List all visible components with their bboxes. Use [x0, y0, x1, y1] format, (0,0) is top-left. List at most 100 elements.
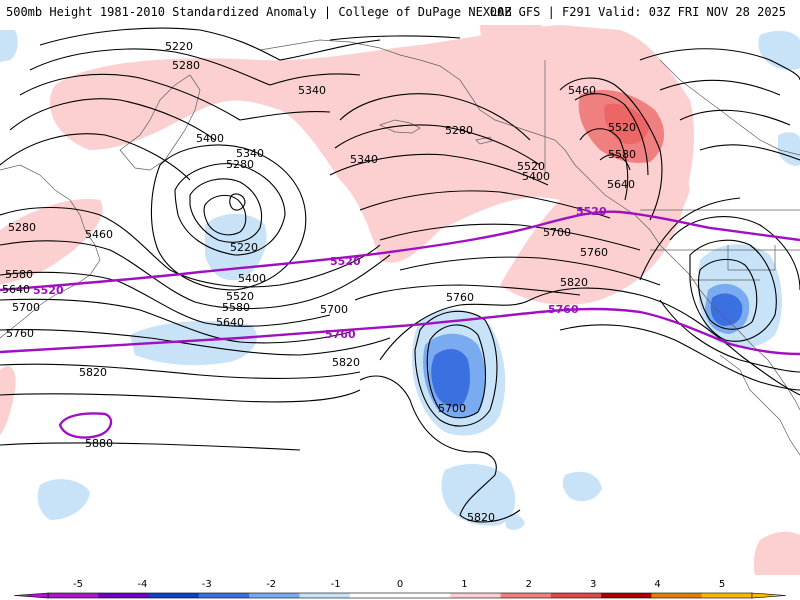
model-run-info: 00Z GFS | F291 Valid: 03Z FRI NOV 28 202… — [489, 5, 786, 19]
legend-swatch — [48, 593, 99, 598]
legend-tick-label: 2 — [526, 579, 532, 590]
positive-anomaly-core — [604, 103, 650, 145]
highlight-label: 5760 — [325, 328, 356, 341]
legend-tick-label: 1 — [461, 579, 467, 590]
legend-swatch — [601, 593, 652, 598]
height-label: 5760 — [580, 246, 608, 259]
legend-arrow-right — [751, 592, 787, 599]
height-label: 5640 — [2, 283, 30, 296]
legend-tick-labels: -5 -4 -3 -2 -1 0 1 2 3 4 5 — [73, 579, 725, 590]
positive-anomaly-region — [0, 366, 16, 435]
height-label: 5220 — [230, 241, 258, 254]
legend-canvas: -5 -4 -3 -2 -1 0 1 2 3 4 5 — [13, 579, 787, 599]
height-label: 5280 — [8, 221, 36, 234]
height-label: 5640 — [216, 316, 244, 329]
color-legend: -5 -4 -3 -2 -1 0 1 2 3 4 5 — [0, 575, 800, 600]
legend-swatch — [98, 593, 150, 598]
legend-tick-label: 0 — [397, 579, 403, 590]
height-label: 5580 — [5, 268, 33, 281]
contour-labels: 5220 5280 5340 5400 5280 5340 5220 5280 … — [2, 40, 636, 524]
height-label: 5640 — [607, 178, 635, 191]
height-label: 5700 — [12, 301, 40, 314]
map-canvas: 5220 5280 5340 5400 5280 5340 5220 5280 … — [0, 22, 800, 575]
height-label: 5700 — [438, 402, 466, 415]
highlight-contour-labels: 5520 5760 5520 5760 5520 — [33, 205, 607, 341]
height-label: 5520 — [608, 121, 636, 134]
legend-tick-label: -3 — [202, 579, 212, 590]
highlight-contour-5760 — [0, 307, 800, 356]
legend-tick-label: -1 — [331, 579, 341, 590]
legend-tick-label: -4 — [137, 579, 147, 590]
legend-swatch — [198, 593, 250, 598]
height-label: 5820 — [560, 276, 588, 289]
legend-swatch — [148, 593, 200, 598]
negative-anomaly-region — [758, 30, 800, 70]
height-label: 5700 — [543, 226, 571, 239]
legend-swatch — [701, 593, 753, 598]
negative-anomaly-region — [562, 471, 602, 502]
height-label: 5880 — [85, 437, 113, 450]
anomaly-map[interactable]: 5220 5280 5340 5400 5280 5340 5220 5280 … — [0, 22, 800, 575]
height-label: 5400 — [196, 132, 224, 145]
legend-swatch — [651, 593, 703, 598]
negative-anomaly-region — [205, 213, 267, 281]
height-label: 5400 — [238, 272, 266, 285]
highlight-contours — [0, 210, 800, 439]
height-label: 5280 — [445, 124, 473, 137]
legend-swatch — [299, 593, 351, 598]
highlight-contour-5880 — [58, 412, 113, 439]
height-label: 5280 — [172, 59, 200, 72]
map-title: 500mb Height 1981-2010 Standardized Anom… — [6, 5, 512, 19]
height-label: 5460 — [85, 228, 113, 241]
legend-tick-label: -2 — [266, 579, 276, 590]
positive-anomaly-region — [753, 531, 800, 575]
negative-anomaly-region — [0, 30, 18, 62]
height-label: 5520 — [517, 160, 545, 173]
legend-swatch — [249, 593, 300, 598]
height-label: 5820 — [467, 511, 495, 524]
highlight-label: 5520 — [576, 205, 607, 218]
legend-swatch — [400, 593, 451, 598]
negative-anomaly-shading — [0, 30, 800, 530]
positive-anomaly-region — [0, 199, 103, 285]
legend-tick-label: 3 — [590, 579, 596, 590]
height-label: 5220 — [165, 40, 193, 53]
height-label: 5700 — [320, 303, 348, 316]
negative-anomaly-core — [431, 348, 470, 407]
positive-anomaly-shading — [0, 25, 800, 575]
height-label: 5820 — [79, 366, 107, 379]
legend-swatch — [550, 593, 602, 598]
highlight-contour-5520 — [0, 210, 800, 292]
height-label: 5520 — [226, 290, 254, 303]
legend-swatch — [349, 593, 401, 598]
legend-tick-label: -5 — [73, 579, 83, 590]
map-header: 500mb Height 1981-2010 Standardized Anom… — [0, 0, 800, 22]
coastlines — [0, 39, 800, 456]
height-label: 5460 — [568, 84, 596, 97]
highlight-label: 5520 — [330, 255, 361, 268]
negative-anomaly-core — [710, 293, 743, 326]
height-label: 5820 — [332, 356, 360, 369]
negative-anomaly-region — [505, 513, 525, 530]
height-label: 5340 — [236, 147, 264, 160]
height-label: 5760 — [446, 291, 474, 304]
height-label: 5340 — [298, 84, 326, 97]
negative-anomaly-region — [441, 464, 516, 526]
legend-arrow-left — [13, 592, 49, 599]
positive-anomaly-region — [480, 25, 690, 255]
legend-tick-label: 4 — [654, 579, 660, 590]
legend-swatch — [450, 593, 502, 598]
height-label: 5760 — [6, 327, 34, 340]
negative-anomaly-region — [37, 479, 90, 520]
height-label: 5400 — [522, 170, 550, 183]
legend-swatch — [500, 593, 552, 598]
negative-anomaly-region — [130, 321, 258, 366]
height-label: 5280 — [226, 158, 254, 171]
height-label: 5580 — [608, 148, 636, 161]
highlight-label: 5760 — [548, 303, 579, 316]
legend-tick-label: 5 — [719, 579, 725, 590]
height-label: 5580 — [222, 301, 250, 314]
legend-color-bar — [13, 592, 787, 599]
height-label: 5340 — [350, 153, 378, 166]
highlight-label: 5520 — [33, 284, 64, 297]
